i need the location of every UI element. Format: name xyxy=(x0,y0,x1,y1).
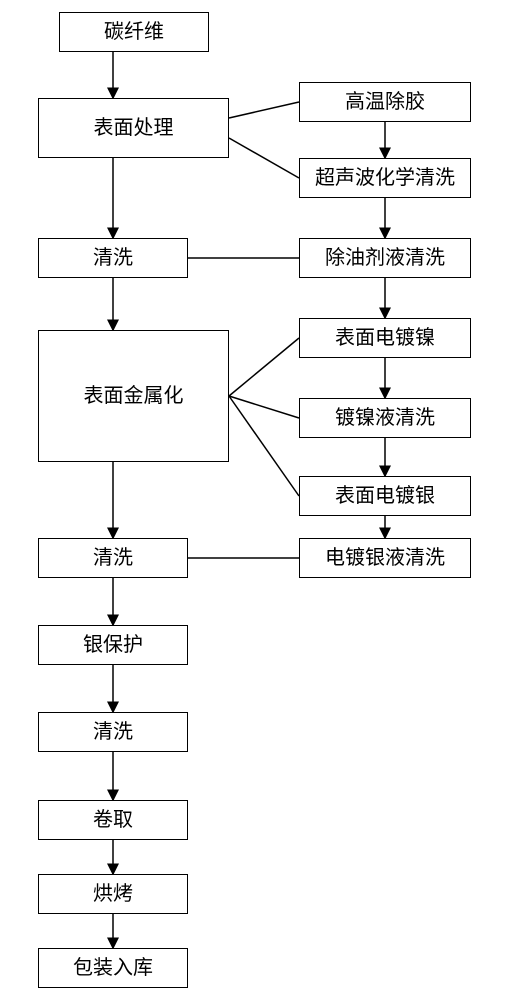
flowchart-node-n7: 表面金属化 xyxy=(38,330,229,462)
node-label: 超声波化学清洗 xyxy=(315,166,455,190)
flowchart-node-n10: 表面电镀银 xyxy=(299,476,471,516)
node-label: 镀镍液清洗 xyxy=(335,406,435,430)
flowchart-node-n5: 清洗 xyxy=(38,238,188,278)
edge-n2-n3 xyxy=(229,102,299,118)
flowchart-node-n11: 清洗 xyxy=(38,538,188,578)
node-label: 表面电镀镍 xyxy=(335,326,435,350)
edge-n7-n10 xyxy=(229,396,299,496)
flowchart-node-n3: 高温除胶 xyxy=(299,82,471,122)
flowchart-node-n6: 除油剂液清洗 xyxy=(299,238,471,278)
node-label: 银保护 xyxy=(83,633,143,657)
edge-n7-n9 xyxy=(229,396,299,418)
flowchart-node-n14: 清洗 xyxy=(38,712,188,752)
flowchart-node-n15: 卷取 xyxy=(38,800,188,840)
flowchart-node-n17: 包装入库 xyxy=(38,948,188,988)
node-label: 清洗 xyxy=(93,720,133,744)
node-label: 表面金属化 xyxy=(84,384,184,408)
flowchart-node-n9: 镀镍液清洗 xyxy=(299,398,471,438)
node-label: 表面处理 xyxy=(94,116,174,140)
edge-n2-n4 xyxy=(229,138,299,178)
node-label: 清洗 xyxy=(93,246,133,270)
flowchart-node-n13: 银保护 xyxy=(38,625,188,665)
node-label: 卷取 xyxy=(93,808,133,832)
edge-n7-n8 xyxy=(229,338,299,396)
node-label: 电镀银液清洗 xyxy=(325,546,445,570)
node-label: 表面电镀银 xyxy=(335,484,435,508)
flowchart-node-n12: 电镀银液清洗 xyxy=(299,538,471,578)
node-label: 高温除胶 xyxy=(345,90,425,114)
flowchart-node-n16: 烘烤 xyxy=(38,874,188,914)
flowchart-node-n4: 超声波化学清洗 xyxy=(299,158,471,198)
flowchart-node-n8: 表面电镀镍 xyxy=(299,318,471,358)
flowchart-node-n1: 碳纤维 xyxy=(59,12,209,52)
node-label: 清洗 xyxy=(93,546,133,570)
node-label: 烘烤 xyxy=(93,882,133,906)
flowchart-node-n2: 表面处理 xyxy=(38,98,229,158)
node-label: 除油剂液清洗 xyxy=(325,246,445,270)
node-label: 包装入库 xyxy=(73,956,153,980)
node-label: 碳纤维 xyxy=(104,20,164,44)
